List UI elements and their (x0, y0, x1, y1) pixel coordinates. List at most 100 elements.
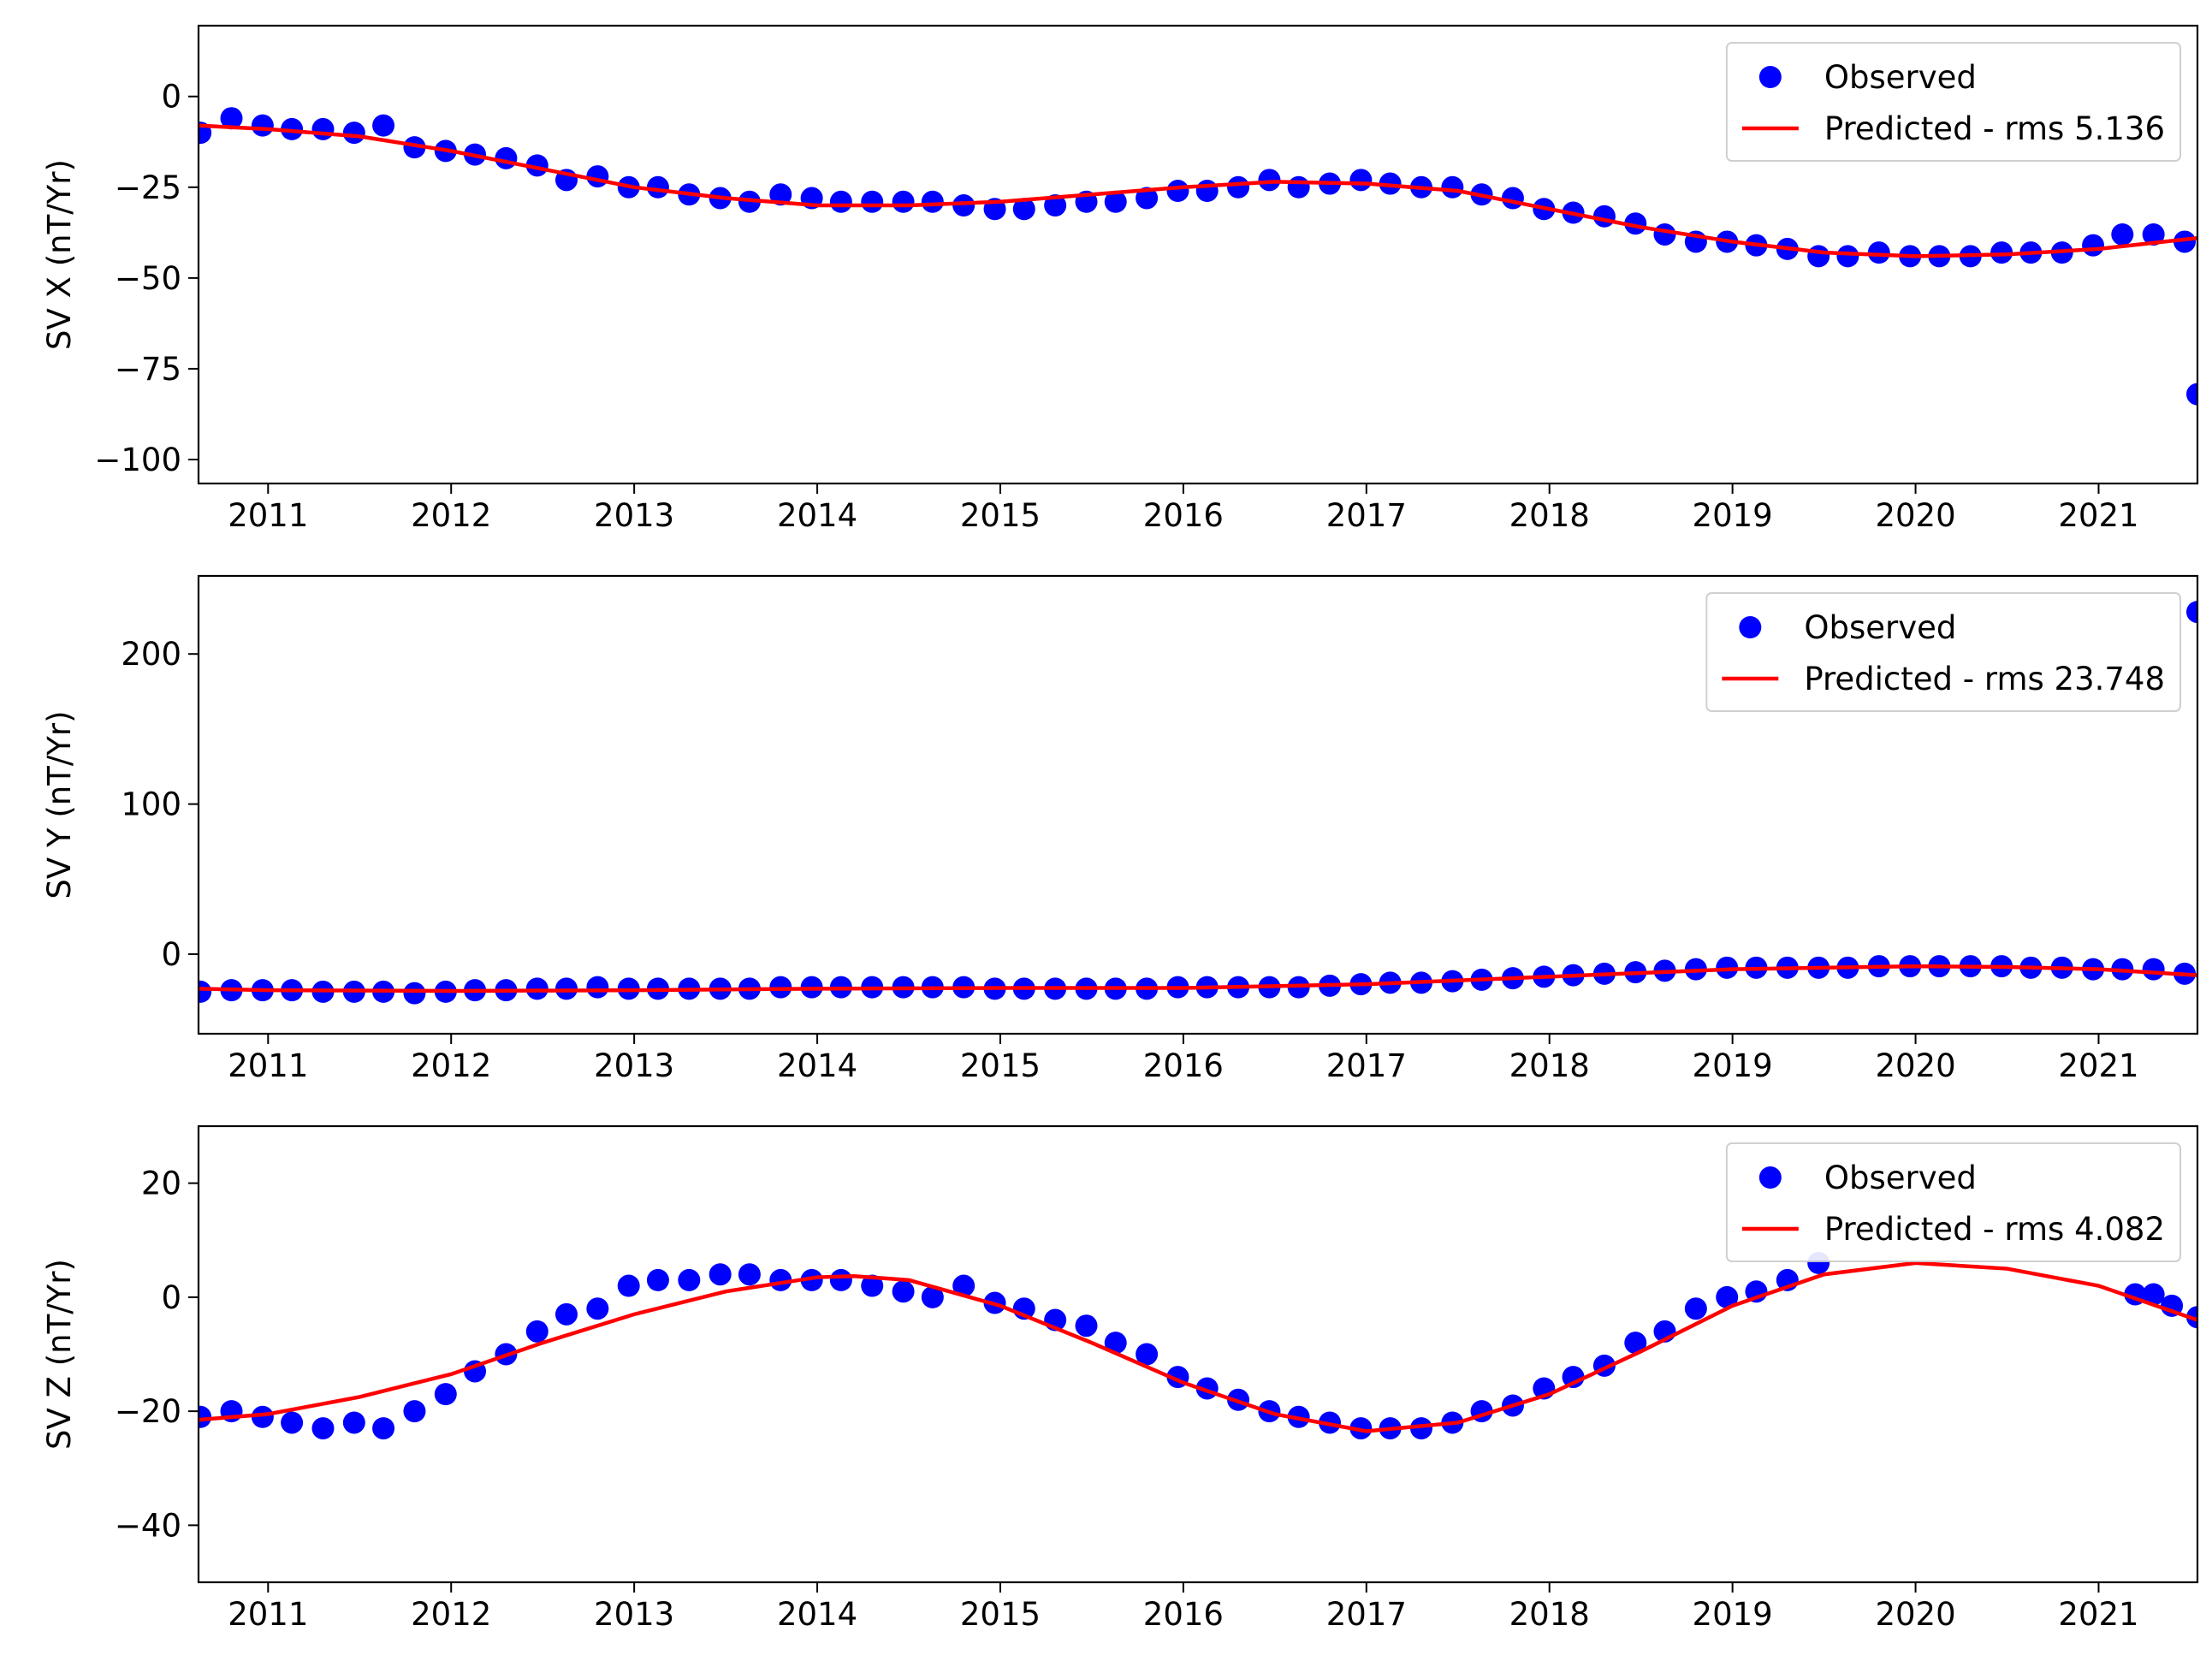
y-tick-label: −20 (115, 1393, 181, 1430)
y-tick-label: 20 (141, 1166, 181, 1202)
observed-point (251, 1405, 274, 1428)
y-tick-label: −75 (115, 351, 181, 388)
x-tick-label: 2020 (1875, 497, 1955, 534)
y-tick-label: 0 (161, 79, 181, 116)
observed-point (1227, 175, 1250, 199)
observed-point (1104, 1332, 1127, 1355)
observed-point (199, 1405, 212, 1428)
x-tick-label: 2019 (1693, 1047, 1773, 1084)
x-tick-label: 2021 (2058, 1047, 2138, 1084)
x-tick-label: 2012 (411, 1596, 491, 1633)
observed-point (952, 194, 976, 217)
observed-point (861, 190, 884, 213)
legend-label: Predicted - rms 4.082 (1824, 1211, 2165, 1248)
legend-label: Predicted - rms 23.748 (1804, 661, 2165, 697)
legend-label: Predicted - rms 5.136 (1824, 110, 2165, 147)
observed-point (829, 1268, 852, 1291)
observed-point (372, 114, 395, 137)
observed-point (1867, 241, 1890, 264)
observed-point (434, 1383, 457, 1406)
observed-point (952, 1274, 976, 1297)
observed-point (251, 114, 274, 137)
x-tick-label: 2014 (777, 1047, 857, 1084)
x-tick-label: 2020 (1875, 1596, 1955, 1633)
axes-frame (197, 24, 2199, 485)
y-axis-label: SV X (nT/Yr) (41, 159, 78, 350)
observed-point (1807, 245, 1830, 268)
observed-point (769, 183, 792, 206)
axes-frame (197, 1124, 2199, 1584)
predicted-line (199, 964, 2197, 994)
x-tick-label: 2018 (1509, 497, 1590, 534)
observed-point (2186, 383, 2197, 406)
observed-point (1136, 1343, 1159, 1366)
y-tick-label: −40 (115, 1507, 181, 1544)
observed-point (2142, 222, 2165, 246)
observed-point (586, 1297, 609, 1320)
observed-point (2173, 230, 2197, 253)
observed-point (1592, 205, 1616, 228)
observed-point (1012, 198, 1035, 221)
observed-point (220, 107, 243, 130)
observed-point (1136, 187, 1159, 210)
observed-point (1258, 169, 1281, 192)
observed-point (892, 1280, 915, 1303)
observed-point (525, 1320, 549, 1343)
observed-point (586, 976, 609, 999)
x-tick-label: 2012 (411, 1047, 491, 1084)
x-tick-label: 2013 (594, 1047, 674, 1084)
y-tick-label: 0 (161, 1279, 181, 1316)
observed-point (921, 190, 944, 213)
observed-point (646, 1268, 669, 1291)
observed-point (646, 175, 669, 199)
x-tick-label: 2013 (594, 497, 674, 534)
observed-point (1562, 1366, 1585, 1389)
y-tick-label: 0 (161, 936, 181, 973)
observed-point (892, 190, 915, 213)
legend-marker (1758, 1166, 1782, 1189)
observed-point (1716, 1285, 1739, 1308)
subplot: 2011 2012 2013 2014 2015 2016 2017 2018 2019 2020… (41, 1124, 2199, 1633)
observed-point (342, 1411, 365, 1434)
observed-point (678, 1268, 701, 1291)
observed-point (1501, 187, 1524, 210)
observed-point (403, 1400, 426, 1423)
x-tick-label: 2017 (1326, 1047, 1407, 1084)
legend-frame (1705, 592, 2181, 712)
legend-marker (1758, 66, 1782, 88)
observed-point (1075, 1314, 1098, 1338)
observed-point (921, 1285, 944, 1308)
observed-point (861, 1274, 884, 1297)
legend-frame (1725, 42, 2181, 162)
x-tick-label: 2014 (777, 1596, 857, 1633)
x-tick-label: 2019 (1693, 497, 1773, 534)
y-tick-label: −25 (115, 169, 181, 206)
x-tick-label: 2018 (1509, 1047, 1590, 1084)
x-tick-label: 2011 (228, 1047, 308, 1084)
observed-point (1104, 190, 1127, 213)
observed-point (738, 1263, 761, 1286)
observed-point (586, 165, 609, 188)
x-tick-label: 2021 (2058, 497, 2138, 534)
observed-point (2111, 222, 2134, 246)
x-tick-label: 2011 (228, 497, 308, 534)
predicted-line (199, 123, 2197, 258)
subplot: 2011 2012 2013 2014 2015 2016 2017 2018 2019 2020… (41, 24, 2199, 534)
y-axis-label: SV Y (nT/Yr) (41, 710, 78, 899)
observed-point (1287, 175, 1310, 199)
axes-frame (197, 574, 2199, 1035)
observed-point (1441, 175, 1464, 199)
observed-point (617, 1274, 640, 1297)
observed-point (2082, 234, 2105, 257)
y-tick-label: 200 (121, 636, 181, 673)
observed-point (311, 1417, 335, 1440)
observed-point (1195, 180, 1219, 203)
observed-point (1990, 241, 2013, 264)
observed-point (2186, 601, 2197, 624)
observed-point (1044, 194, 1067, 217)
x-tick-label: 2020 (1875, 1047, 1955, 1084)
observed-point (800, 1268, 823, 1291)
observed-point (403, 136, 426, 159)
plot-area (199, 601, 2197, 1005)
